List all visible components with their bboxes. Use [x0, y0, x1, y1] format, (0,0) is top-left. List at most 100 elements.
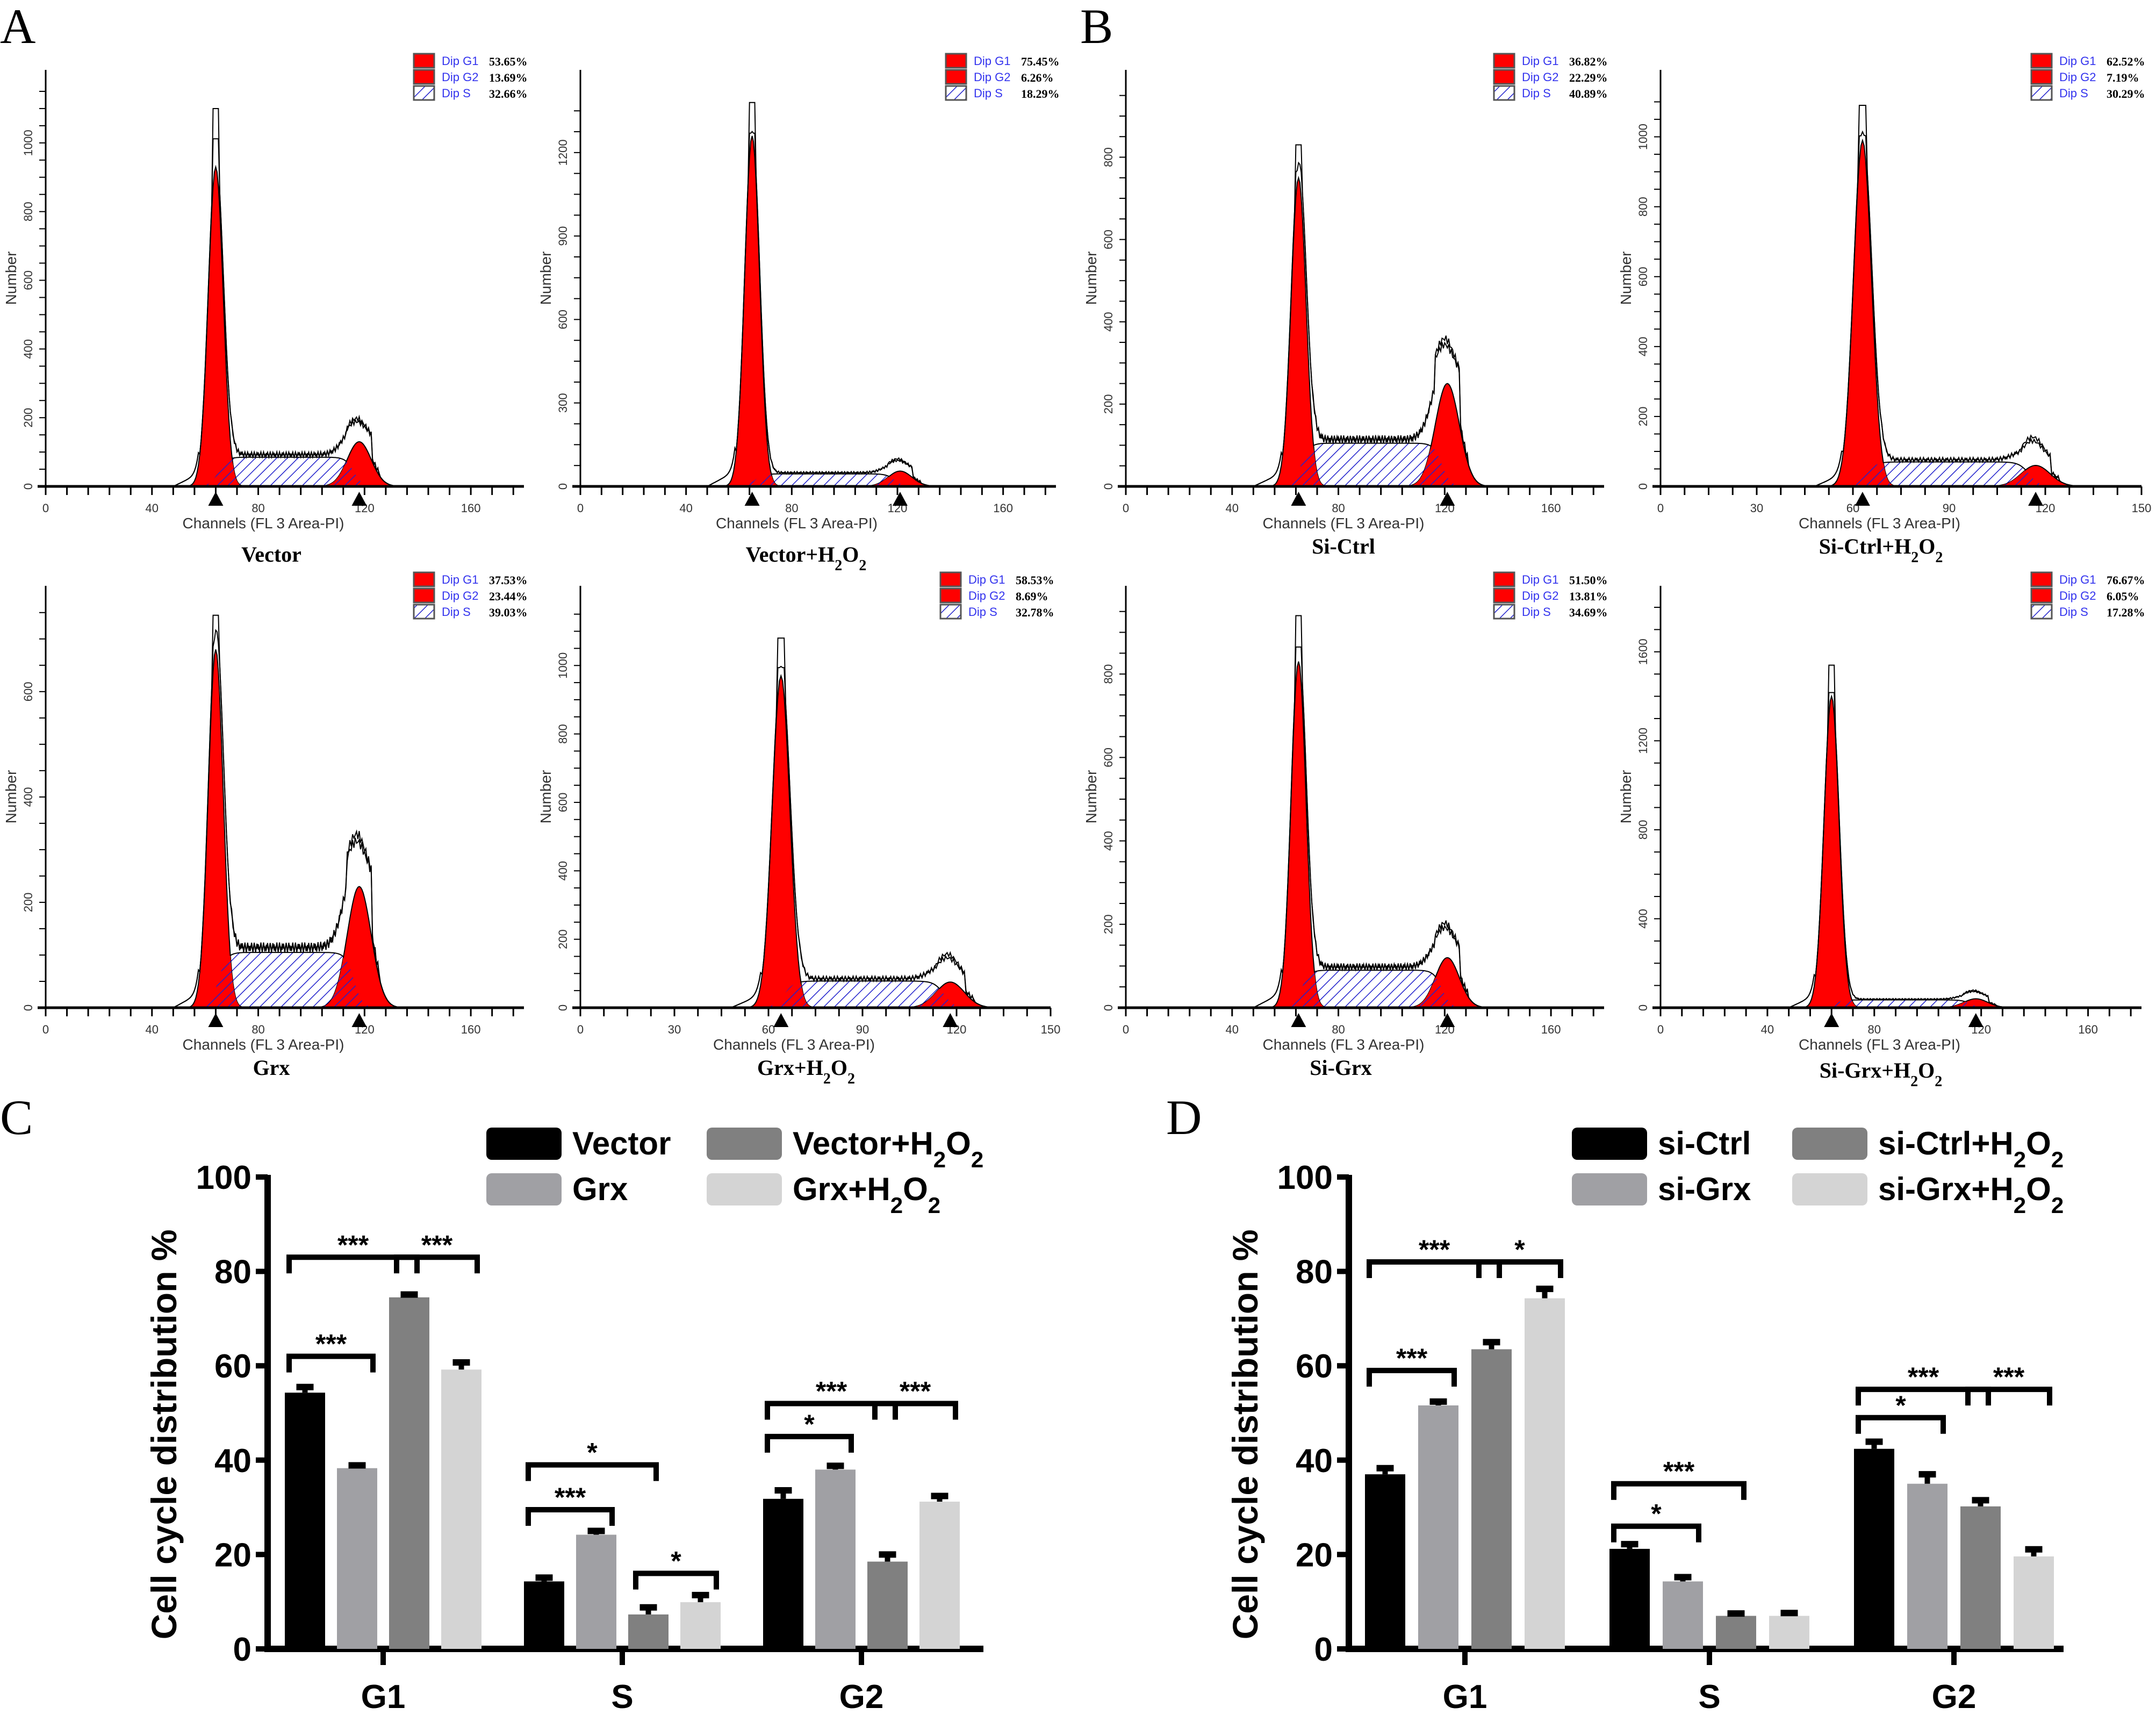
- y-axis-label: Number: [1083, 252, 1099, 305]
- significance-bracket: [526, 1506, 615, 1526]
- legend-value: 7.19%: [2107, 71, 2139, 84]
- y-tick-label: 200: [21, 408, 35, 428]
- x-tick-label: 90: [1943, 501, 1956, 515]
- legend-name: Dip G1: [442, 573, 478, 586]
- significance-label: ***: [1993, 1362, 2025, 1392]
- raw-histogram-trace: [173, 108, 418, 487]
- significance-bracket: [1476, 1259, 1563, 1279]
- peak-marker-icon: [1291, 492, 1306, 506]
- y-tick-label: 40: [1296, 1443, 1333, 1480]
- y-tick-label: 400: [556, 861, 570, 881]
- overlap-g2-s: [1405, 446, 1463, 486]
- legend-swatch-g2: [413, 587, 435, 604]
- y-tick-label: 0: [1636, 483, 1650, 490]
- y-axis-label: Number: [1618, 770, 1634, 824]
- dip-g1-peak: [742, 673, 820, 1008]
- legend-swatch-g1: [945, 53, 967, 69]
- y-tick-label: 400: [1102, 831, 1115, 851]
- histogram-grx-h2o2: 0 30 60 90 120 15002004006008001000NumberChan…: [537, 571, 1061, 1087]
- y-tick-label: 80: [214, 1254, 251, 1291]
- histogram-legend: Dip G1 36.82% Dip G2 22.29% Dip S 40.89%: [1493, 53, 1608, 101]
- legend-name: Dip G2: [442, 70, 478, 84]
- legend-value: 6.26%: [1021, 71, 1054, 84]
- y-tick-label: 200: [21, 893, 35, 913]
- legend-swatch: [1572, 1128, 1647, 1160]
- raw-histogram-trace: [1253, 144, 1498, 487]
- x-tick-label: 40: [146, 1023, 159, 1036]
- bar-g1-0: [1365, 1474, 1405, 1649]
- x-axis-label: Channels (FL 3 Area-PI): [1263, 1036, 1425, 1053]
- histogram-legend: Dip G1 75.45% Dip G2 6.26% Dip S 18.29%: [945, 53, 1060, 101]
- legend-swatch: [486, 1128, 562, 1160]
- legend-swatch-g1: [1493, 571, 1515, 587]
- peak-marker-icon: [1440, 1013, 1455, 1027]
- legend-swatch: [1792, 1173, 1867, 1205]
- significance-bracket: [394, 1254, 480, 1274]
- x-tick-label: 80: [1332, 501, 1345, 515]
- significance-label: ***: [1663, 1456, 1695, 1487]
- x-tick-label: 150: [1041, 1023, 1061, 1036]
- y-tick-label: 600: [1102, 229, 1115, 249]
- legend-value: 40.89%: [1569, 87, 1608, 101]
- y-tick-label: 200: [1636, 407, 1650, 427]
- x-tick-label: 0: [1657, 1023, 1664, 1036]
- y-tick-label: 900: [556, 226, 570, 246]
- bar-g2-1: [1907, 1483, 1947, 1649]
- dip-g1-peak: [1799, 694, 1865, 1008]
- bar-s-1: [1663, 1581, 1703, 1649]
- legend-value: 34.69%: [1569, 606, 1608, 619]
- overlap-g1-s: [759, 982, 813, 1008]
- bar-s-3: [680, 1602, 721, 1649]
- legend-name: Dip S: [968, 605, 997, 619]
- significance-label: *: [804, 1409, 815, 1439]
- legend-swatch-g2: [939, 587, 962, 604]
- y-tick-label: 1200: [1636, 728, 1650, 754]
- histogram-title: Vector+H2O2: [746, 542, 867, 574]
- peak-marker-icon: [892, 492, 908, 506]
- x-tick-label: G2: [1932, 1678, 1977, 1715]
- overlap-g2-s: [1405, 977, 1463, 1008]
- legend-name: Dip G2: [2059, 589, 2096, 602]
- x-tick-label: 0: [1657, 501, 1664, 515]
- bar-s-3: [1769, 1616, 1809, 1649]
- legend-swatch-s: [1493, 604, 1515, 620]
- x-tick-label: 150: [2132, 501, 2152, 515]
- significance-label: ***: [1908, 1362, 1939, 1392]
- panel-label-d: D: [1166, 1090, 1202, 1145]
- histogram-title: Vector: [241, 542, 301, 566]
- legend-value: 75.45%: [1021, 55, 1060, 68]
- legend-label: si-Grx+H2O2: [1878, 1171, 2064, 1218]
- significance-bracket: [1611, 1523, 1701, 1542]
- bar-g1-1: [337, 1468, 377, 1649]
- peak-marker-icon: [1291, 1013, 1306, 1027]
- y-tick-label: 800: [1636, 197, 1650, 217]
- legend-name: Dip S: [2059, 605, 2088, 619]
- dip-g1-peak: [183, 164, 249, 487]
- legend-swatch: [1792, 1128, 1867, 1160]
- bar-chart-d: 0 20 40 60 80 100 Cell cycle distribution % G1 S…: [1225, 1125, 2064, 1715]
- y-tick-label: 1600: [1636, 638, 1650, 665]
- significance-label: ***: [1396, 1343, 1428, 1373]
- overlap-g1-s: [1813, 1000, 1858, 1008]
- legend-value: 13.69%: [489, 71, 528, 84]
- legend-swatch-g2: [945, 69, 967, 85]
- legend-name: Dip G2: [1522, 589, 1558, 602]
- x-tick-label: 0: [1123, 501, 1129, 515]
- y-tick-label: 0: [1102, 483, 1115, 490]
- histogram-title: Si-Grx: [1310, 1056, 1372, 1080]
- x-axis-label: Channels (FL 3 Area-PI): [713, 1036, 875, 1053]
- bar-g2-3: [919, 1502, 960, 1649]
- dip-g1-peak: [720, 135, 785, 487]
- legend-value: 39.03%: [489, 606, 528, 619]
- x-tick-label: 0: [577, 1023, 584, 1036]
- legend-name: Dip S: [1522, 605, 1551, 619]
- x-tick-label: G1: [1443, 1678, 1487, 1715]
- legend-value: 76.67%: [2107, 573, 2145, 587]
- significance-label: ***: [555, 1482, 586, 1512]
- y-tick-label: 600: [1636, 267, 1650, 286]
- bar-g1-1: [1418, 1405, 1458, 1649]
- x-axis-label: Channels (FL 3 Area-PI): [1799, 515, 1960, 532]
- legend-swatch-s: [2030, 604, 2053, 620]
- peak-marker-icon: [208, 1013, 224, 1027]
- legend-swatch-s: [413, 85, 435, 101]
